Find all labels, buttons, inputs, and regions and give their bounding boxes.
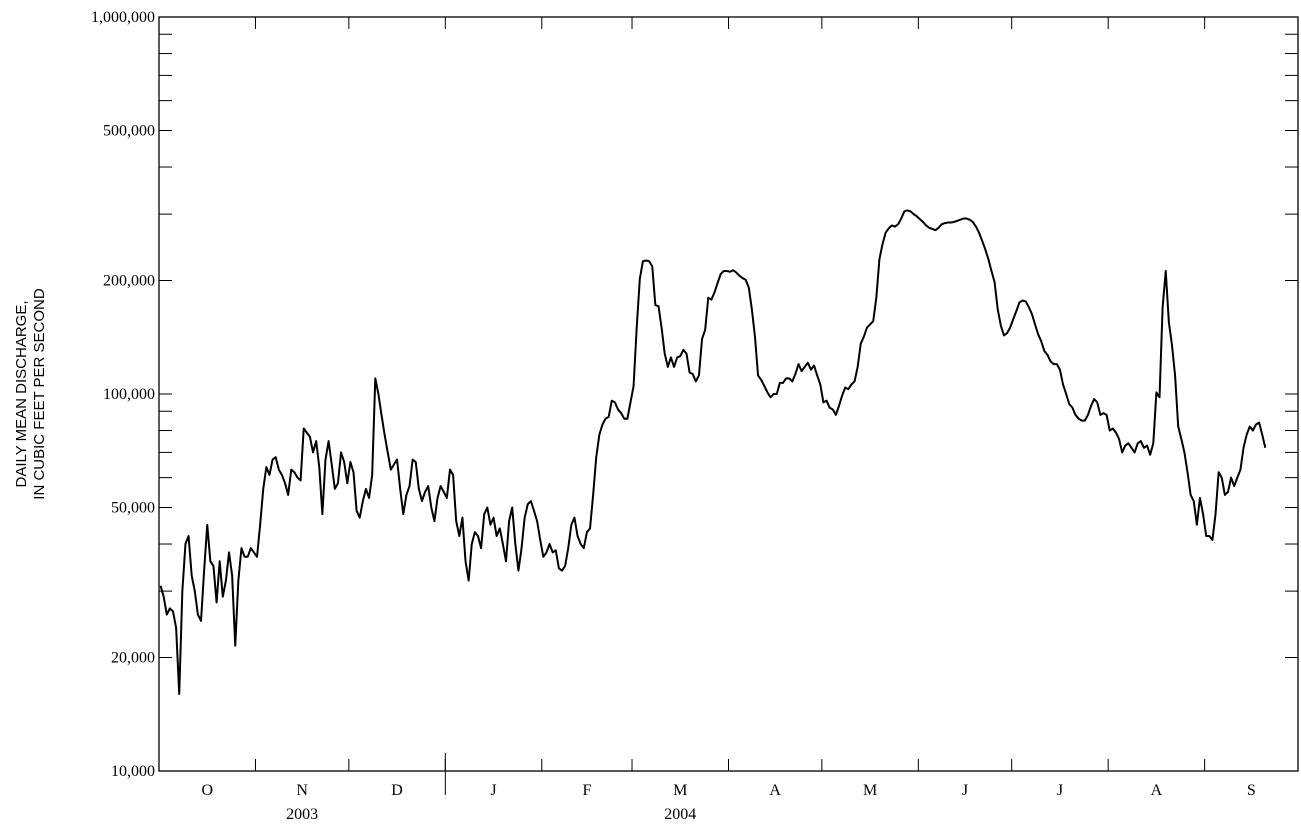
- x-month-label: J: [1057, 782, 1063, 799]
- x-month-label: A: [769, 782, 781, 799]
- y-axis-label-line1: DAILY MEAN DISCHARGE,: [13, 301, 30, 488]
- discharge-series-line: [159, 209, 1267, 696]
- x-month-label: J: [962, 782, 968, 799]
- y-axis-label-line2: IN CUBIC FEET PER SECOND: [31, 288, 48, 500]
- x-month-label: F: [582, 782, 591, 799]
- x-month-label: S: [1247, 782, 1256, 799]
- y-tick-label: 10,000: [111, 763, 155, 780]
- x-month-label: J: [490, 782, 496, 799]
- y-tick-label: 50,000: [111, 499, 155, 516]
- x-month-label: O: [201, 782, 213, 799]
- x-month-label: M: [863, 782, 877, 799]
- plot-area: 10,000 20,000 50,000 100,000 200,000 500,000 1…: [91, 9, 1299, 823]
- x-month-label: N: [296, 782, 308, 799]
- x-month-label: D: [391, 782, 403, 799]
- y-tick-label: 200,000: [103, 273, 155, 290]
- plot-frame: [158, 16, 1299, 772]
- y-tick-label: 20,000: [111, 650, 155, 667]
- y-tick-label: 1,000,000: [91, 9, 155, 26]
- x-month-label: A: [1151, 782, 1163, 799]
- x-month-label: M: [673, 782, 687, 799]
- y-tick-label: 500,000: [103, 122, 155, 139]
- x-year-label: 2003: [286, 806, 318, 823]
- y-axis-label: DAILY MEAN DISCHARGE, IN CUBIC FEET PER …: [13, 288, 48, 500]
- y-tick-label: 100,000: [103, 386, 155, 403]
- x-year-label: 2004: [664, 806, 696, 823]
